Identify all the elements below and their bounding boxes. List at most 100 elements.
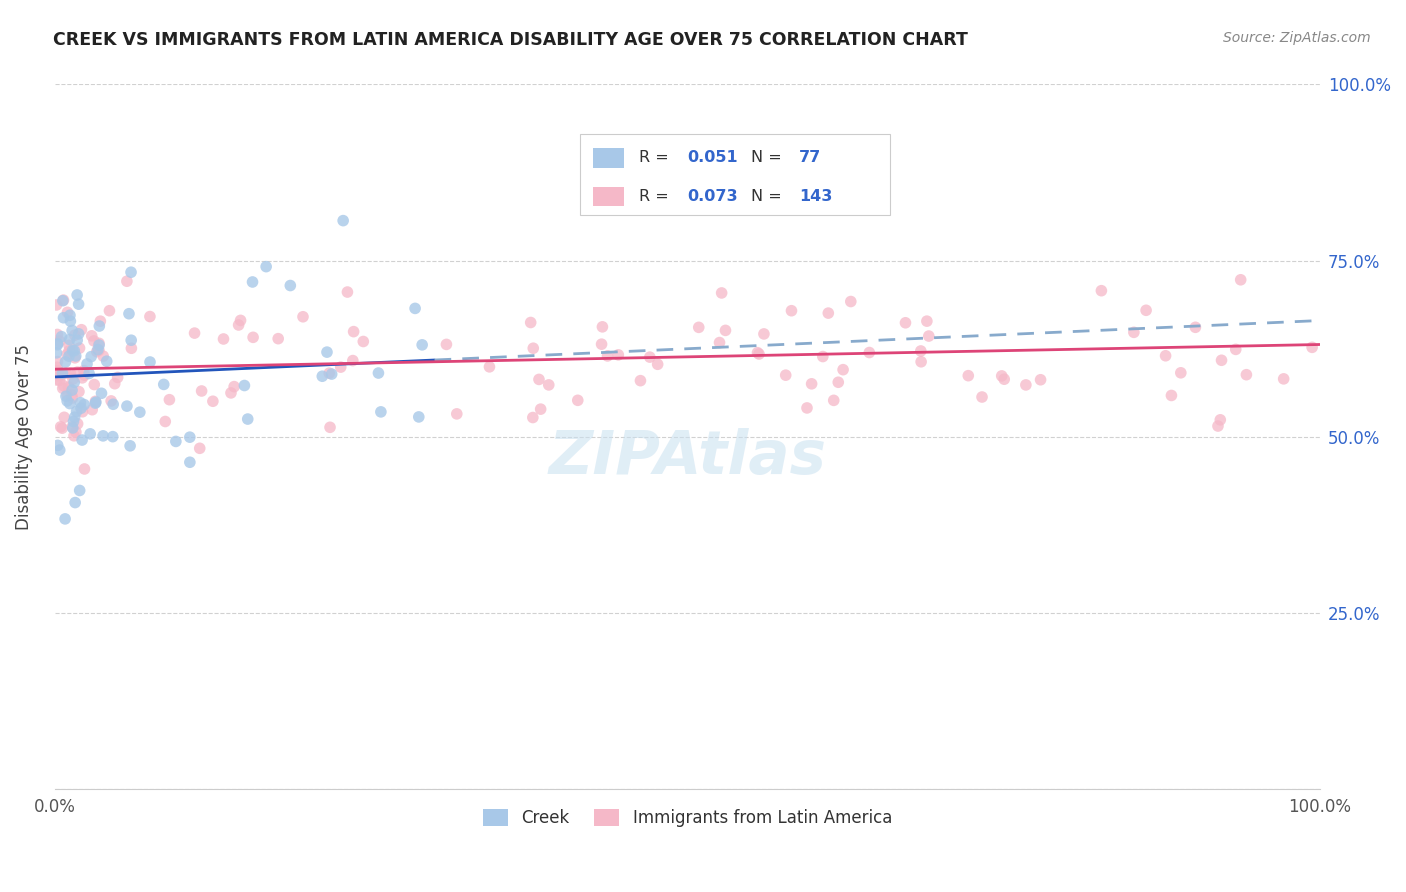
- Point: [530, 402, 553, 417]
- Point: [60, 420, 83, 434]
- Point: [242, 330, 264, 344]
- Text: R =: R =: [640, 150, 675, 165]
- Point: [591, 337, 613, 351]
- Point: [48, 334, 70, 349]
- Text: CREEK VS IMMIGRANTS FROM LATIN AMERICA DISABILITY AGE OVER 75 CORRELATION CHART: CREEK VS IMMIGRANTS FROM LATIN AMERICA D…: [53, 31, 969, 49]
- Point: [63, 376, 86, 390]
- Point: [1272, 372, 1295, 386]
- Point: [51, 421, 73, 435]
- Point: [63, 343, 86, 358]
- FancyBboxPatch shape: [592, 186, 624, 206]
- Point: [107, 370, 129, 384]
- Point: [780, 303, 803, 318]
- Text: R =: R =: [640, 189, 675, 204]
- Point: [62, 343, 84, 358]
- Point: [522, 410, 544, 425]
- Point: [567, 393, 589, 408]
- Point: [118, 307, 141, 321]
- Point: [89, 319, 111, 334]
- Point: [70, 401, 93, 416]
- Point: [336, 285, 359, 299]
- Point: [316, 345, 339, 359]
- Point: [65, 404, 87, 418]
- Text: N =: N =: [751, 189, 786, 204]
- Point: [63, 351, 86, 365]
- Point: [67, 384, 90, 399]
- Point: [839, 294, 862, 309]
- Point: [1206, 419, 1229, 434]
- Point: [51, 329, 73, 343]
- Point: [69, 483, 91, 498]
- Point: [638, 350, 661, 364]
- Point: [60, 383, 83, 397]
- Point: [229, 313, 252, 327]
- Point: [537, 377, 560, 392]
- Point: [647, 357, 669, 371]
- Point: [522, 341, 544, 355]
- Point: [59, 367, 82, 381]
- Point: [55, 355, 77, 369]
- Point: [45, 364, 67, 378]
- Point: [321, 367, 343, 381]
- Point: [96, 354, 118, 368]
- Point: [83, 334, 105, 348]
- Point: [48, 373, 70, 387]
- Point: [52, 293, 75, 308]
- Point: [104, 376, 127, 391]
- Point: [45, 364, 67, 378]
- Point: [596, 349, 619, 363]
- Point: [278, 278, 301, 293]
- Point: [62, 372, 84, 386]
- Point: [67, 297, 90, 311]
- Point: [59, 333, 82, 347]
- Point: [55, 389, 77, 403]
- Point: [155, 415, 177, 429]
- Point: [370, 405, 392, 419]
- Point: [630, 374, 652, 388]
- Point: [80, 328, 103, 343]
- Point: [65, 349, 87, 363]
- Point: [56, 305, 79, 319]
- Point: [84, 395, 107, 409]
- Point: [91, 429, 114, 443]
- Point: [527, 372, 550, 386]
- Point: [748, 347, 770, 361]
- Point: [1301, 340, 1323, 354]
- Point: [46, 360, 69, 375]
- FancyBboxPatch shape: [592, 148, 624, 168]
- Legend: Creek, Immigrants from Latin America: Creek, Immigrants from Latin America: [477, 802, 898, 834]
- Point: [120, 265, 142, 279]
- Point: [120, 341, 142, 355]
- Point: [367, 366, 389, 380]
- Point: [709, 335, 731, 350]
- Point: [66, 288, 89, 302]
- Y-axis label: Disability Age Over 75: Disability Age Over 75: [15, 343, 32, 530]
- Point: [63, 495, 86, 509]
- Point: [55, 366, 77, 380]
- Point: [832, 362, 855, 376]
- Point: [52, 310, 75, 325]
- Point: [52, 293, 75, 307]
- Point: [329, 360, 352, 375]
- Point: [710, 285, 733, 300]
- Point: [139, 355, 162, 369]
- Point: [1160, 388, 1182, 402]
- Point: [59, 308, 82, 322]
- Point: [73, 462, 96, 476]
- Point: [1225, 343, 1247, 357]
- Point: [179, 455, 201, 469]
- Point: [1154, 349, 1177, 363]
- Point: [233, 378, 256, 392]
- Point: [72, 371, 94, 385]
- Point: [62, 421, 84, 435]
- Point: [318, 366, 340, 380]
- Point: [607, 348, 630, 362]
- Point: [254, 260, 277, 274]
- Point: [59, 314, 82, 328]
- Point: [910, 355, 932, 369]
- Point: [73, 398, 96, 412]
- Point: [1135, 303, 1157, 318]
- Point: [352, 334, 374, 349]
- Point: [51, 366, 73, 380]
- Point: [436, 337, 458, 351]
